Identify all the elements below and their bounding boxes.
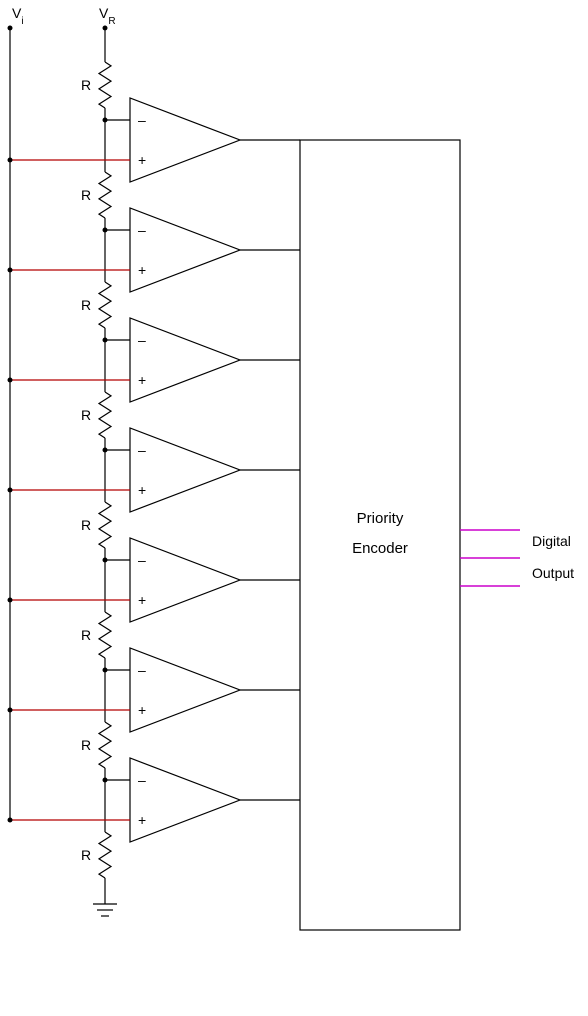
- svg-text:–: –: [138, 332, 146, 348]
- comparator: [130, 538, 240, 622]
- svg-text:–: –: [138, 772, 146, 788]
- svg-text:–: –: [138, 442, 146, 458]
- svg-text:+: +: [138, 702, 146, 718]
- svg-text:+: +: [138, 152, 146, 168]
- priority-encoder-block: [300, 140, 460, 930]
- label-output: Output: [532, 565, 574, 581]
- comparator: [130, 98, 240, 182]
- svg-text:–: –: [138, 112, 146, 128]
- flash-adc-diagram: Vi VR R R R R R R R R – + – + – + – + – + – + – + Priority Encode…: [0, 0, 588, 1016]
- comparator: [130, 758, 240, 842]
- label-r: R: [81, 407, 91, 423]
- svg-text:–: –: [138, 662, 146, 678]
- svg-text:+: +: [138, 372, 146, 388]
- svg-text:+: +: [138, 592, 146, 608]
- svg-text:+: +: [138, 482, 146, 498]
- label-r: R: [81, 737, 91, 753]
- label-digital: Digital: [532, 533, 571, 549]
- svg-text:+: +: [138, 812, 146, 828]
- encoder-label-priority: Priority: [357, 510, 404, 527]
- svg-text:–: –: [138, 552, 146, 568]
- comparator: [130, 648, 240, 732]
- label-r: R: [81, 517, 91, 533]
- encoder-label-encoder: Encoder: [352, 540, 408, 557]
- label-vi: Vi: [12, 5, 24, 27]
- svg-text:–: –: [138, 222, 146, 238]
- label-vr: VR: [99, 5, 116, 27]
- label-r: R: [81, 847, 91, 863]
- label-r: R: [81, 77, 91, 93]
- comparator: [130, 428, 240, 512]
- label-r: R: [81, 297, 91, 313]
- comparator: [130, 208, 240, 292]
- comparator: [130, 318, 240, 402]
- label-r: R: [81, 187, 91, 203]
- label-r: R: [81, 627, 91, 643]
- svg-text:+: +: [138, 262, 146, 278]
